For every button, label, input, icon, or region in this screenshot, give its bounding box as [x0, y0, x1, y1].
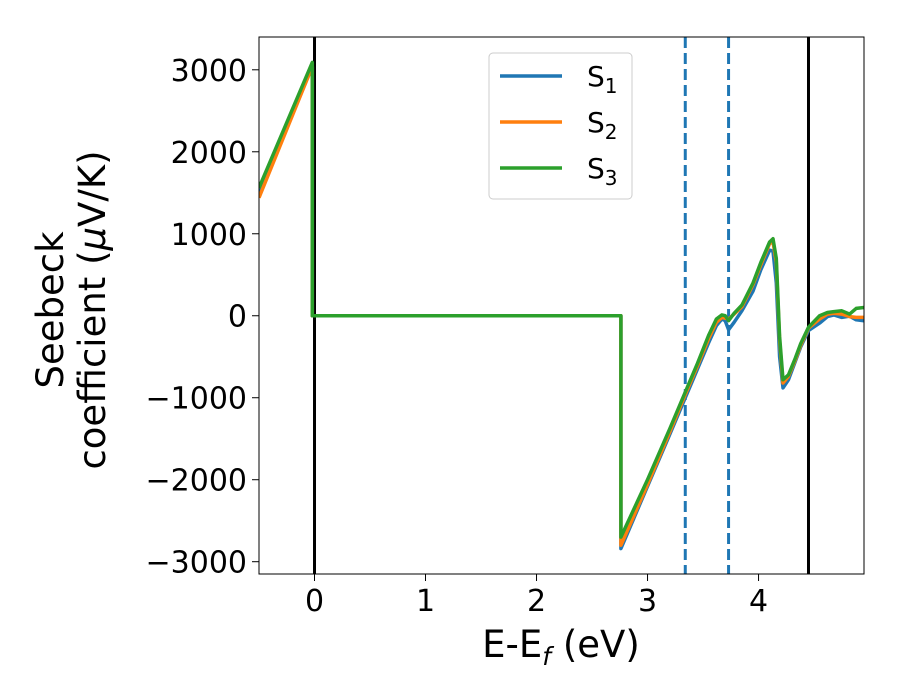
plot-frame — [258, 36, 865, 575]
legend-label-s3: S3 — [587, 152, 618, 190]
y-tick-label: −1000 — [146, 382, 247, 417]
x-tick-label: 4 — [749, 584, 768, 619]
series-group — [259, 60, 864, 551]
y-axis-label-line2: coefficient (μV/K) — [71, 150, 114, 469]
y-axis: −3000 −2000 −1000 0 1000 2000 3000 — [146, 54, 259, 581]
reference-lines — [313, 37, 810, 574]
y-tick-label: 3000 — [171, 54, 247, 89]
y-tick-label: 2000 — [171, 136, 247, 171]
x-axis: 0 1 2 3 4 — [305, 574, 768, 619]
x-tick-label: 2 — [527, 584, 546, 619]
x-tick-label: 0 — [305, 584, 324, 619]
y-tick-label: 1000 — [171, 218, 247, 253]
x-tick-label: 3 — [638, 584, 657, 619]
legend-label-s2: S2 — [587, 106, 618, 144]
x-axis-label: E-Ef (eV) — [482, 623, 640, 671]
legend-box — [488, 52, 633, 200]
x-tick-label: 1 — [416, 584, 435, 619]
y-tick-label: −2000 — [146, 464, 247, 499]
legend-label-s1: S1 — [587, 60, 618, 98]
y-tick-label: −3000 — [146, 546, 247, 581]
legend: S1 S2 S3 — [488, 52, 633, 200]
series-line-s3 — [259, 60, 864, 539]
y-tick-label: 0 — [228, 300, 247, 335]
y-axis-label: Seebeck coefficient (μV/K) — [29, 150, 114, 469]
y-axis-label-line1: Seebeck — [29, 231, 72, 389]
